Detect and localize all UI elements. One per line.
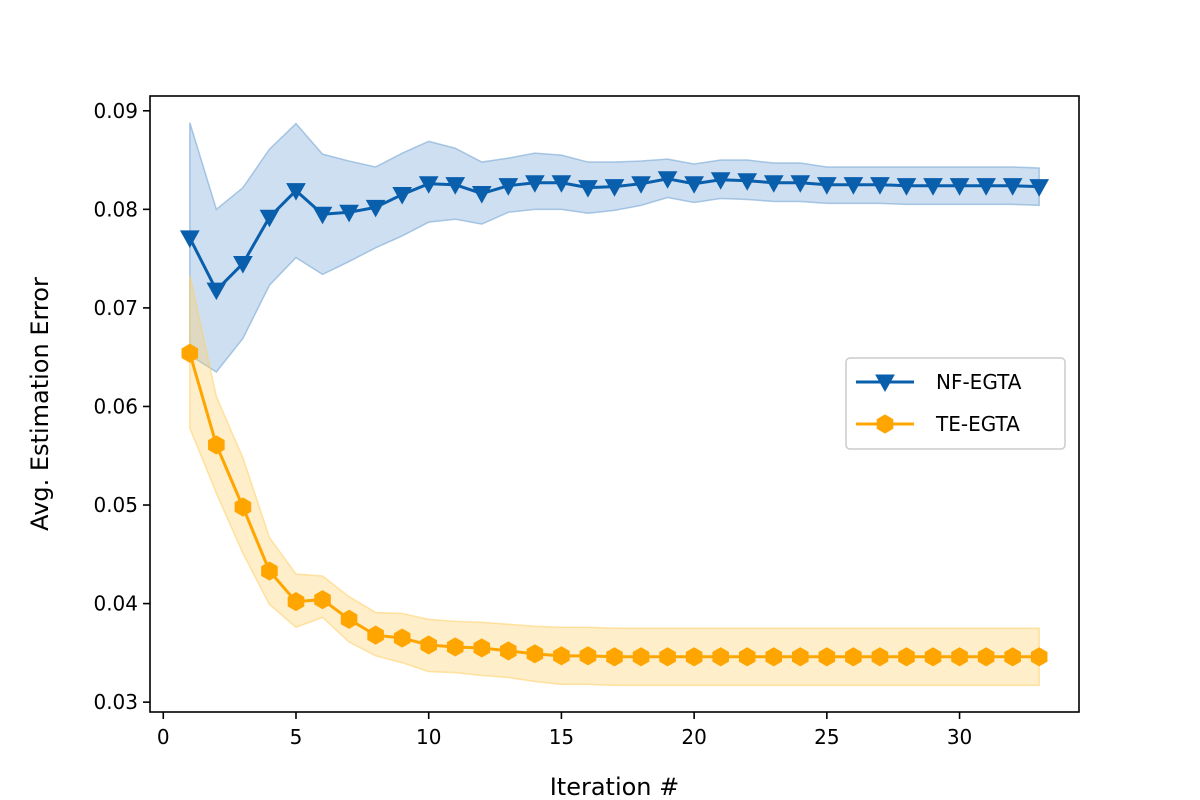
- te-egta-point: [765, 647, 783, 667]
- te-egta-point: [818, 647, 836, 667]
- nf-egta-point: [498, 178, 519, 196]
- te-egta-point: [924, 647, 942, 667]
- nf-egta-point: [233, 256, 253, 274]
- te-egta-point: [234, 497, 252, 517]
- y-tick-label: 0.07: [93, 296, 138, 320]
- te-egta-point: [208, 435, 225, 455]
- te-egta-confidence-band: [189, 275, 1040, 687]
- te-egta-point: [473, 638, 491, 658]
- te-egta-point: [181, 343, 199, 363]
- x-tick-label: 15: [549, 725, 574, 749]
- nf-egta-point: [790, 175, 811, 193]
- nf-egta-point: [710, 172, 731, 190]
- plot-frame: [149, 95, 1080, 713]
- te-egta-point: [871, 647, 889, 667]
- series-markers: [179, 171, 1050, 667]
- nf-egta-point: [763, 175, 784, 193]
- y-tick-label: 0.05: [93, 493, 138, 517]
- nf-egta-point: [657, 171, 678, 189]
- nf-egta-legend-label: NF-EGTA: [936, 370, 1022, 394]
- x-tick-label: 0: [157, 725, 170, 749]
- y-axis-ticks: 0.03 0.04 0.05 0.06 0.07 0.08 0.09: [93, 99, 150, 714]
- nf-egta-point: [870, 177, 890, 195]
- te-egta-point: [553, 646, 570, 666]
- x-tick-label: 5: [290, 725, 303, 749]
- te-egta-point: [1004, 647, 1021, 667]
- nf-egta-point: [604, 179, 625, 197]
- te-egta-point: [446, 637, 464, 657]
- nf-egta-point: [365, 199, 386, 218]
- te-egta-point: [340, 609, 358, 629]
- nf-egta-point: [578, 180, 598, 198]
- x-axis-title: Iteration #: [550, 773, 680, 800]
- y-tick-label: 0.03: [93, 690, 138, 714]
- te-egta-point: [951, 647, 968, 667]
- nf-egta-point: [896, 178, 917, 196]
- nf-egta-point: [392, 187, 413, 205]
- te-egta-point: [738, 647, 756, 667]
- te-egta-point: [792, 647, 809, 667]
- nf-egta-legend-marker: [875, 374, 895, 393]
- x-tick-label: 25: [814, 725, 839, 749]
- x-tick-label: 30: [947, 725, 972, 749]
- te-egta-point: [526, 644, 544, 664]
- nf-egta-point: [684, 176, 704, 194]
- nf-egta-point: [976, 178, 996, 196]
- te-egta-point: [393, 628, 411, 648]
- te-egta-point: [1030, 647, 1048, 667]
- nf-egta-point: [551, 175, 572, 193]
- legend: NF-EGTA TE-EGTA: [845, 357, 1066, 450]
- nf-egta-point: [525, 175, 545, 193]
- te-egta-point: [712, 647, 729, 667]
- te-egta-legend-label: TE-EGTA: [935, 412, 1020, 436]
- nf-egta-point: [286, 183, 306, 201]
- nf-egta-point: [471, 186, 492, 204]
- te-egta-legend-marker: [876, 414, 894, 434]
- nf-egta-point: [816, 177, 837, 195]
- te-egta-point: [606, 647, 623, 667]
- te-egta-point: [977, 647, 995, 667]
- y-tick-label: 0.04: [93, 592, 138, 616]
- te-egta-point: [659, 647, 676, 667]
- te-egta-point: [579, 646, 597, 666]
- nf-egta-point: [179, 230, 200, 248]
- nf-egta-point: [206, 282, 227, 301]
- te-egta-point: [632, 647, 650, 667]
- y-tick-label: 0.06: [93, 394, 138, 418]
- x-axis-ticks: 0 5 10 15 20 25 30: [157, 712, 972, 749]
- te-egta-point: [367, 625, 384, 645]
- x-tick-label: 10: [416, 725, 441, 749]
- nf-egta-point: [949, 178, 970, 196]
- y-tick-label: 0.09: [93, 99, 138, 123]
- nf-egta-point: [1002, 178, 1023, 196]
- te-egta-point: [500, 641, 517, 661]
- te-egta-point: [261, 561, 278, 581]
- te-egta-point: [898, 647, 915, 667]
- nf-egta-point: [445, 177, 466, 195]
- te-egta-point: [685, 647, 703, 667]
- x-tick-label: 20: [681, 725, 706, 749]
- te-egta-point: [287, 592, 305, 612]
- nf-egta-point: [843, 177, 864, 195]
- nf-egta-point: [312, 206, 333, 225]
- nf-egta-point: [737, 173, 758, 191]
- nf-egta-point: [259, 209, 280, 228]
- nf-egta-point: [631, 176, 651, 194]
- te-egta-point: [420, 635, 437, 655]
- te-egta-point: [314, 590, 331, 610]
- nf-egta-point: [418, 176, 439, 194]
- y-tick-label: 0.08: [93, 197, 138, 221]
- nf-egta-point: [1029, 179, 1050, 197]
- nf-egta-point: [923, 178, 943, 196]
- y-axis-title: Avg. Estimation Error: [26, 277, 54, 531]
- nf-egta-point: [339, 204, 359, 223]
- te-egta-point: [845, 647, 862, 667]
